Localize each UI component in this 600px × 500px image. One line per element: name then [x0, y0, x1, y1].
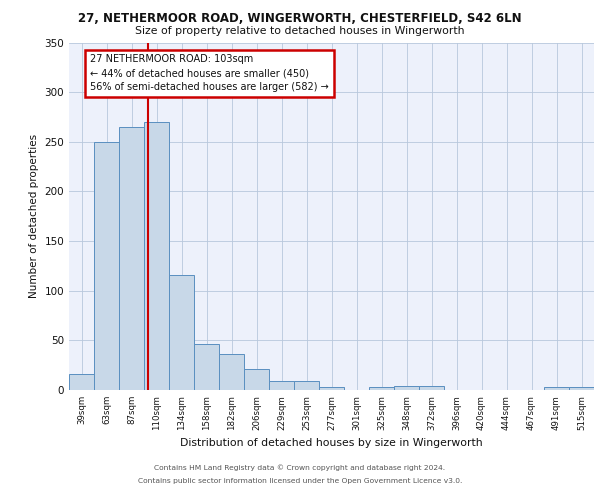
- Bar: [419, 386, 444, 390]
- X-axis label: Distribution of detached houses by size in Wingerworth: Distribution of detached houses by size …: [180, 438, 483, 448]
- Bar: [94, 142, 119, 390]
- Bar: [544, 387, 569, 390]
- Bar: [169, 275, 194, 390]
- Y-axis label: Number of detached properties: Number of detached properties: [29, 134, 39, 298]
- Text: Size of property relative to detached houses in Wingerworth: Size of property relative to detached ho…: [135, 26, 465, 36]
- Text: Contains HM Land Registry data © Crown copyright and database right 2024.: Contains HM Land Registry data © Crown c…: [154, 464, 446, 470]
- Bar: [144, 122, 169, 390]
- Bar: [244, 369, 269, 390]
- Bar: [569, 387, 594, 390]
- Bar: [194, 344, 219, 390]
- Text: Contains public sector information licensed under the Open Government Licence v3: Contains public sector information licen…: [138, 478, 462, 484]
- Bar: [269, 381, 294, 390]
- Bar: [119, 127, 144, 390]
- Bar: [369, 387, 394, 390]
- Bar: [294, 381, 319, 390]
- Bar: [219, 354, 244, 390]
- Bar: [394, 386, 419, 390]
- Bar: [319, 387, 344, 390]
- Text: 27 NETHERMOOR ROAD: 103sqm
← 44% of detached houses are smaller (450)
56% of sem: 27 NETHERMOOR ROAD: 103sqm ← 44% of deta…: [90, 54, 329, 92]
- Bar: [69, 374, 94, 390]
- Text: 27, NETHERMOOR ROAD, WINGERWORTH, CHESTERFIELD, S42 6LN: 27, NETHERMOOR ROAD, WINGERWORTH, CHESTE…: [78, 12, 522, 25]
